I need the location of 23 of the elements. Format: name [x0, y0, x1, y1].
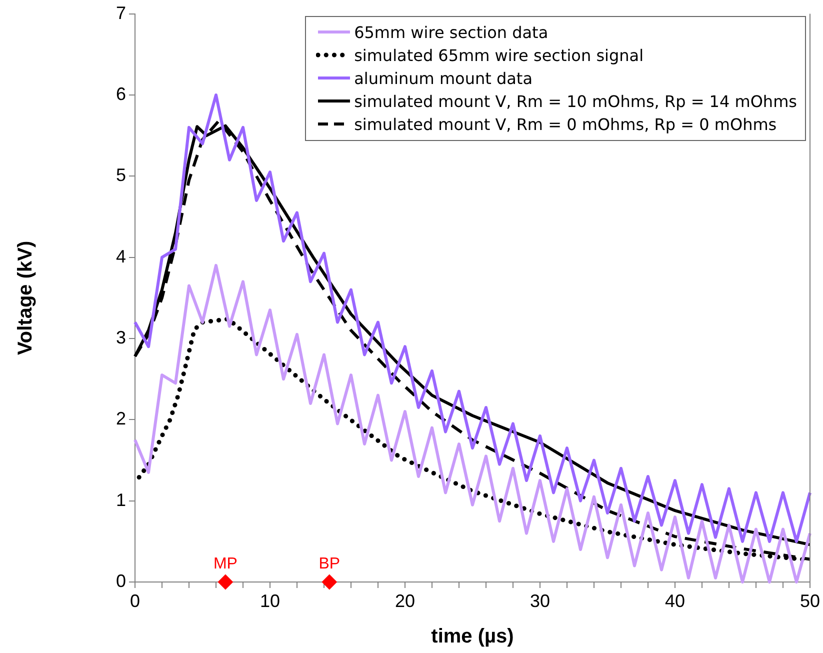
legend-label: simulated mount V, Rm = 10 mOhms, Rp = 14 mOhms — [354, 90, 797, 113]
y-tick-label: 7 — [116, 2, 126, 23]
y-tick-label: 6 — [116, 84, 126, 104]
annotation: BP — [318, 555, 340, 572]
x-tick-label: 0 — [130, 590, 140, 611]
y-tick-label: 5 — [116, 165, 126, 186]
x-tick-label: 50 — [800, 590, 820, 611]
y-tick-label: 0 — [116, 570, 126, 591]
legend-label: simulated mount V, Rm = 0 mOhms, Rp = 0 mOhms — [354, 114, 777, 136]
y-tick-label: 2 — [116, 408, 126, 429]
x-axis-title: time (µs) — [431, 626, 514, 648]
legend-label: simulated 65mm wire section signal — [354, 44, 644, 67]
y-tick-label: 3 — [116, 327, 126, 348]
y-tick-label: 1 — [116, 490, 126, 510]
legend-label: aluminum mount data — [354, 68, 532, 90]
x-tick-label: 10 — [260, 590, 280, 611]
x-tick-label: 30 — [530, 590, 550, 611]
y-tick-label: 4 — [116, 246, 126, 266]
y-axis-title: Voltage (kV) — [14, 240, 37, 355]
legend-label: 65mm wire section data — [354, 22, 548, 44]
x-tick-label: 40 — [664, 590, 686, 611]
annotation: MP — [213, 555, 238, 572]
x-tick-label: 20 — [394, 590, 416, 611]
